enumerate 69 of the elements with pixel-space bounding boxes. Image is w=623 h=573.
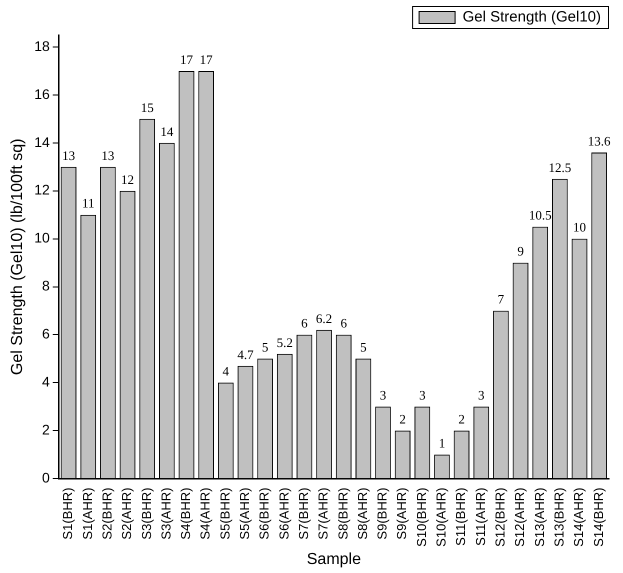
data-label: 6 (340, 316, 348, 331)
x-tick-label: S13(AHR) (532, 488, 547, 547)
data-label: 13 (101, 148, 114, 163)
x-axis-title: Sample (306, 550, 362, 568)
x-tick-label: S1(AHR) (80, 488, 95, 540)
data-label: 2 (458, 412, 465, 427)
data-label: 11 (82, 196, 95, 211)
data-label: 3 (380, 388, 386, 403)
y-tick-label: 16 (34, 86, 50, 102)
x-tick-label: S6(AHR) (276, 488, 292, 540)
data-label: 13.6 (588, 133, 612, 148)
y-tick-label: 2 (42, 421, 50, 438)
x-tick-label: S4(AHR) (198, 488, 213, 540)
x-tick-label: S7(BHR) (296, 488, 311, 540)
y-tick-label: 8 (42, 278, 50, 294)
data-label: 5 (360, 340, 367, 355)
data-label: 13 (62, 148, 76, 163)
data-label: 3 (419, 388, 426, 403)
x-tick-label: S8(BHR) (335, 488, 350, 540)
data-label: 17 (200, 52, 214, 67)
data-label: 10 (573, 220, 586, 235)
data-label: 4 (222, 364, 230, 379)
y-tick-label: 6 (42, 326, 50, 342)
x-tick-label: S14(BHR) (590, 488, 606, 547)
legend-label: Gel Strength (Gel10) (462, 8, 602, 26)
x-tick-label: S5(BHR) (217, 488, 232, 540)
y-tick-label: 0 (42, 469, 50, 486)
x-tick-label: S7(AHR) (316, 488, 331, 540)
data-label: 2 (399, 412, 406, 427)
x-tick-label: S6(BHR) (256, 488, 272, 540)
y-tick-label: 4 (42, 374, 50, 390)
x-tick-label: S12(BHR) (492, 488, 508, 547)
x-tick-label: S8(AHR) (354, 488, 370, 540)
data-label: 14 (160, 124, 174, 139)
y-tick-label: 14 (34, 134, 50, 150)
data-label: 4.7 (237, 346, 254, 362)
data-label: 6.2 (316, 310, 332, 326)
y-tick-label: 10 (34, 230, 50, 246)
data-label: 12 (121, 172, 134, 187)
x-tick-label: S9(BHR) (374, 488, 390, 540)
x-tick-label: S10(AHR) (434, 488, 449, 547)
y-tick-label: 18 (34, 38, 50, 54)
data-label: 1 (438, 436, 446, 451)
x-tick-label: S13(BHR) (551, 488, 566, 547)
data-label: 7 (498, 292, 505, 307)
data-label: 10.5 (528, 208, 552, 223)
x-tick-label: S3(BHR) (138, 488, 154, 540)
data-label: 5 (262, 340, 268, 355)
data-label: 17 (180, 52, 194, 67)
data-label: 9 (517, 244, 524, 259)
x-tick-label: S11(BHR) (453, 488, 468, 546)
data-label: 15 (140, 100, 154, 115)
x-tick-label: S3(AHR) (158, 488, 174, 540)
y-axis-title: Gel Strength (Gel10) (lb/100ft sq) (9, 138, 26, 376)
data-label: 3 (478, 388, 485, 403)
data-label: 12.5 (548, 160, 572, 175)
y-tick-label: 12 (34, 182, 50, 198)
x-tick-label: S4(BHR) (178, 488, 194, 540)
x-tick-label: S2(AHR) (119, 488, 134, 540)
x-tick-label: S12(AHR) (512, 488, 528, 547)
x-tick-label: S5(AHR) (237, 488, 252, 540)
data-label: 5.2 (276, 334, 293, 350)
x-tick-label: S2(BHR) (99, 488, 114, 540)
x-tick-label: S14(AHR) (571, 488, 586, 547)
x-tick-label: S9(AHR) (394, 488, 410, 540)
x-tick-label: S10(BHR) (414, 488, 429, 547)
data-label: 6 (301, 316, 308, 331)
x-tick-label: S1(BHR) (60, 488, 76, 540)
x-tick-label: S11(AHR) (472, 488, 488, 546)
